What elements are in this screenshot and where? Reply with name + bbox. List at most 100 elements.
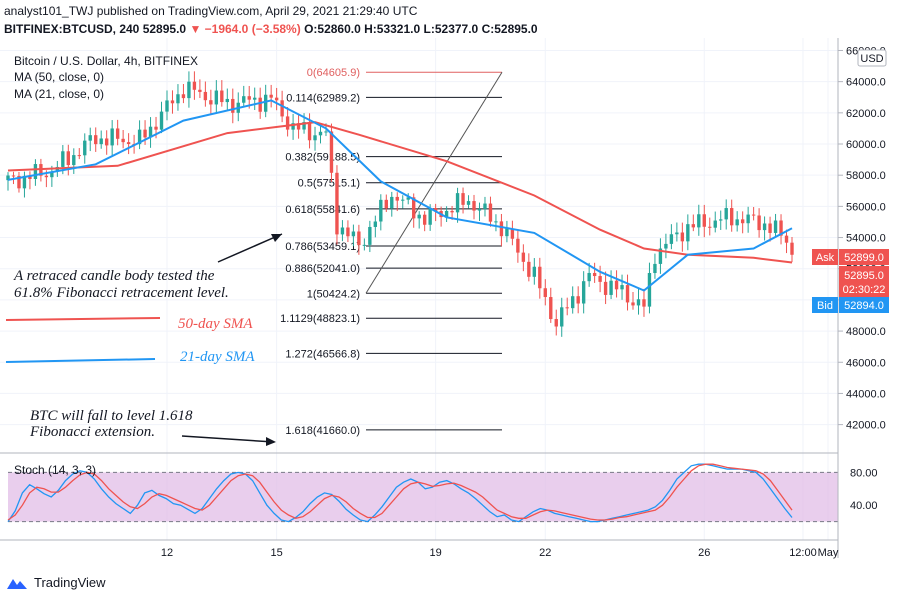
- price-chart[interactable]: 0(64605.9) 0.114(62989.2) 0.382(59188.5) 0.…: [0, 38, 911, 575]
- candle-body: [94, 135, 98, 145]
- open-text: O:52860.0: [304, 22, 361, 36]
- legend-title: Bitcoin / U.S. Dollar, 4h, BITFINEX: [14, 54, 198, 68]
- candle-body: [362, 244, 367, 246]
- candle-body: [66, 151, 70, 166]
- candle-body: [44, 175, 49, 178]
- ask-tag: [812, 249, 838, 265]
- candle-body: [280, 100, 284, 117]
- candle-body: [247, 96, 251, 100]
- candle-body: [488, 203, 493, 222]
- candle-body: [225, 98, 229, 103]
- candle-body: [669, 234, 674, 244]
- candle-body: [609, 280, 613, 295]
- candle-body: [137, 129, 142, 145]
- stoch-tick-label: 80.00: [850, 467, 878, 479]
- symbol-text: BITFINEX:BTCUSD, 240: [4, 22, 140, 36]
- candle-body: [757, 215, 761, 231]
- candle-body: [647, 273, 652, 307]
- candle-body: [373, 221, 378, 227]
- candle-body: [784, 235, 789, 243]
- candle-body: [88, 135, 92, 141]
- candle-body: [198, 89, 202, 92]
- candle-body: [735, 219, 739, 226]
- candle-body: [258, 97, 262, 112]
- time-tick-label: May: [818, 547, 839, 559]
- candle-body: [433, 207, 438, 212]
- candle-body: [505, 228, 509, 237]
- candle-body: [708, 226, 712, 228]
- ask-price-box: [839, 249, 889, 265]
- candle-body: [329, 131, 334, 173]
- candle-body: [274, 97, 279, 101]
- candle-body: [154, 126, 158, 130]
- candle-body: [477, 208, 482, 211]
- candle-body: [598, 276, 602, 282]
- ask-price: 52899.0: [844, 252, 884, 264]
- annotation-sma21[interactable]: 21-day SMA: [5, 349, 255, 365]
- time-axis[interactable]: 12 15 19 22 26 12:00 May: [161, 547, 839, 559]
- legend-ma50: MA (50, close, 0): [14, 70, 104, 84]
- last-price: 52895.0: [844, 270, 884, 282]
- candle-body: [680, 232, 685, 242]
- candle-body: [242, 96, 246, 103]
- fib-level-label: 0.5(57515.1): [298, 178, 360, 190]
- candle-body: [587, 272, 591, 282]
- publish-line: analyst101_TWJ published on TradingView.…: [4, 4, 418, 18]
- candle-body: [340, 227, 345, 235]
- ma21-line: [7, 99, 793, 292]
- candle-body: [702, 214, 706, 227]
- annotation-fall-line1: BTC will fall to level 1.618: [30, 408, 193, 424]
- candle-body: [28, 175, 32, 180]
- price-tick-label: 42000.0: [846, 420, 886, 432]
- candle-body: [412, 197, 416, 219]
- fib-level-label: 0.618(55841.6): [285, 204, 360, 216]
- candle-body: [351, 231, 356, 237]
- annotation-retrace[interactable]: A retraced candle body tested the 61.8% …: [13, 233, 283, 301]
- price-tick-label: 44000.0: [846, 388, 886, 400]
- fib-trend-line: [365, 71, 503, 294]
- candle-body: [560, 307, 564, 327]
- candle-body: [77, 155, 81, 157]
- candle-body: [390, 196, 394, 209]
- candle-body: [335, 172, 339, 235]
- currency-box[interactable]: [857, 49, 887, 67]
- footer[interactable]: TradingView: [6, 575, 106, 590]
- candle-body: [22, 175, 27, 189]
- time-tick-label: 26: [698, 547, 710, 559]
- annotation-fall[interactable]: BTC will fall to level 1.618 Fibonacci e…: [29, 408, 276, 446]
- arrow-head-icon: [271, 234, 282, 242]
- candle-body: [181, 94, 186, 99]
- candle-body: [713, 220, 717, 228]
- candle-body: [104, 138, 109, 146]
- candle-body: [214, 90, 219, 105]
- annotation-sma50-label: 50-day SMA: [178, 316, 253, 332]
- annotation-sma50[interactable]: 50-day SMA: [5, 316, 253, 332]
- candle-body: [368, 226, 372, 245]
- candle-body: [746, 214, 750, 224]
- candle-body: [50, 171, 54, 178]
- candle-body: [510, 228, 515, 239]
- time-tick-label: 12:00: [789, 547, 817, 559]
- fib-level-label: 1.272(46566.8): [285, 348, 360, 360]
- candle-body: [346, 227, 350, 237]
- legend-ma21: MA (21, close, 0): [14, 87, 104, 101]
- stoch-band: [8, 472, 838, 522]
- candle-body: [176, 94, 180, 104]
- candle-body: [159, 111, 164, 130]
- candle-body: [296, 123, 301, 130]
- stoch-d-line: [7, 463, 793, 521]
- candle-body: [99, 138, 103, 145]
- candle-body: [61, 151, 65, 167]
- candle-body: [209, 100, 213, 105]
- candle-body: [253, 97, 257, 100]
- price-tick-label: 64000.0: [846, 77, 886, 89]
- grid: [0, 38, 838, 540]
- footer-brand: TradingView: [34, 575, 106, 590]
- candle-body: [220, 90, 224, 103]
- candle-body: [33, 164, 38, 180]
- candle-body: [83, 140, 87, 156]
- candle-body: [565, 307, 569, 309]
- candle-body: [121, 138, 125, 143]
- change-text: ▼ −1964.0 (−3.58%): [189, 22, 301, 36]
- fibonacci-tool[interactable]: 0(64605.9) 0.114(62989.2) 0.382(59188.5) 0.…: [280, 67, 503, 437]
